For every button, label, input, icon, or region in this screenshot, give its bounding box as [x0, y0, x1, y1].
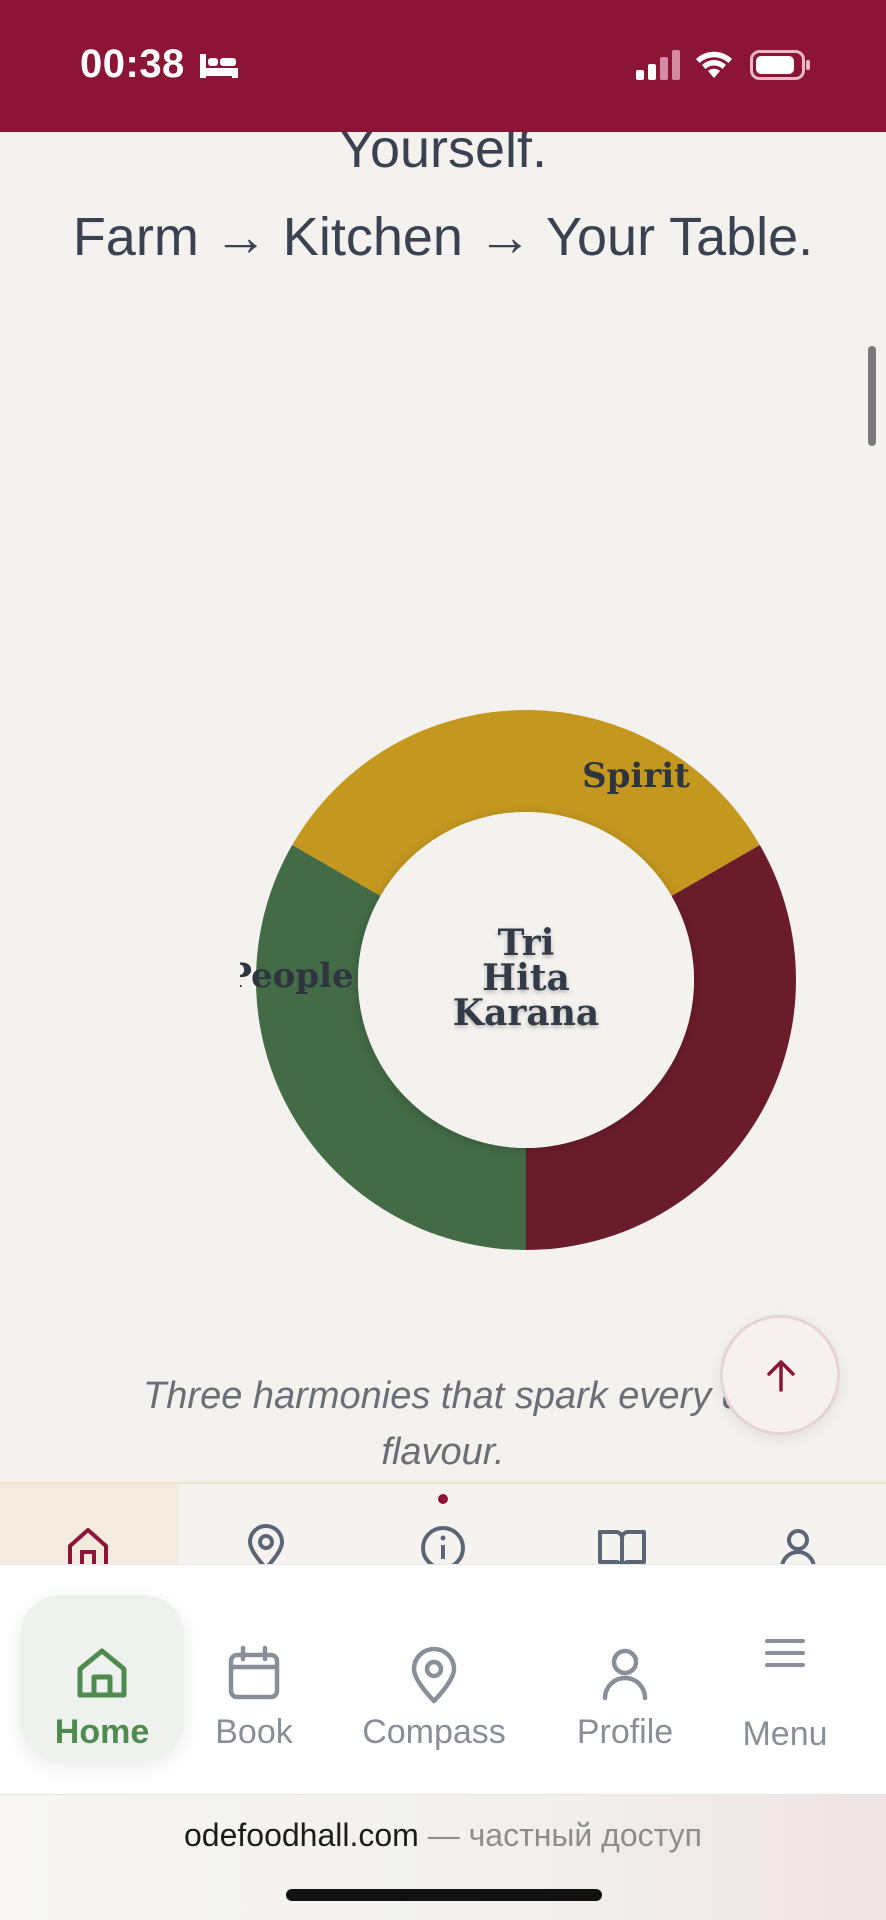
- map-pin-icon: [411, 1646, 457, 1704]
- sleep-focus-icon: [200, 54, 238, 78]
- donut-segment-unlabeled-1: [526, 845, 796, 1250]
- url-privacy-status: частный доступ: [468, 1817, 702, 1853]
- wifi-icon: [696, 51, 732, 78]
- toolbar-profile-button[interactable]: Profile: [560, 1593, 690, 1763]
- user-icon[interactable]: [774, 1524, 822, 1566]
- toolbar-profile-label: Profile: [576, 1713, 674, 1751]
- toolbar-menu-label: Menu: [742, 1715, 828, 1753]
- menu-icon: [765, 1639, 805, 1667]
- bottom-toolbar: Home Book Compass Profile Menu: [0, 1564, 886, 1794]
- caption-line-2: flavour.: [381, 1431, 505, 1473]
- home-indicator[interactable]: [286, 1889, 602, 1901]
- caption-line-1: Three harmonies that spark every d: [143, 1375, 743, 1417]
- toolbar-home-button[interactable]: Home: [20, 1595, 184, 1761]
- caption: Three harmonies that spark every d flavo…: [60, 1368, 826, 1480]
- status-bar: 00:38: [0, 0, 886, 132]
- map-pin-icon[interactable]: [242, 1524, 290, 1566]
- page-bottom-nav: [0, 1482, 886, 1566]
- toolbar-home-label: Home: [54, 1713, 150, 1751]
- hero-tagline: Farm → Kitchen → Your Table.: [72, 207, 814, 267]
- tri-hita-karana-donut-chart: Spirit People Tri Hita Karana: [240, 710, 796, 1250]
- page-content: Yourself. Farm → Kitchen → Your Table. S…: [0, 132, 886, 1482]
- calendar-icon: [228, 1645, 280, 1700]
- cellular-signal-icon: [636, 50, 680, 80]
- url-text: odefoodhall.com — частный доступ: [0, 1817, 886, 1854]
- arrow-up-icon: [767, 1360, 795, 1392]
- toolbar-book-button[interactable]: Book: [196, 1593, 312, 1763]
- status-time: 00:38: [80, 42, 185, 86]
- toolbar-compass-button[interactable]: Compass: [344, 1593, 524, 1763]
- user-icon: [602, 1648, 648, 1701]
- segment-label-spirit: Spirit: [582, 756, 690, 796]
- donut-hole: [358, 812, 694, 1148]
- url-separator: —: [418, 1817, 469, 1853]
- segment-label-people: People: [240, 956, 354, 996]
- center-label-line-3: Karana: [453, 992, 599, 1034]
- center-label-line-1: Tri: [498, 922, 555, 964]
- toolbar-menu-button[interactable]: Menu: [730, 1593, 840, 1763]
- toolbar-book-label: Book: [215, 1713, 293, 1751]
- scrollbar-thumb[interactable]: [868, 346, 876, 446]
- hero-partial-line: Yourself.: [338, 132, 548, 179]
- battery-icon: [750, 50, 810, 80]
- url-bar[interactable]: odefoodhall.com — частный доступ: [0, 1794, 886, 1920]
- donut-segment-spirit: [292, 710, 760, 896]
- page-nav-indicator-dot: [438, 1494, 448, 1504]
- center-label-line-2: Hita: [482, 957, 570, 999]
- book-icon[interactable]: [596, 1524, 648, 1566]
- toolbar-compass-label: Compass: [362, 1713, 506, 1751]
- back-to-top-button[interactable]: [720, 1315, 840, 1435]
- home-icon: [77, 1648, 127, 1698]
- home-icon[interactable]: [64, 1524, 112, 1566]
- donut-segment-people: [256, 845, 526, 1250]
- info-icon[interactable]: [419, 1524, 467, 1566]
- url-domain: odefoodhall.com: [184, 1817, 419, 1853]
